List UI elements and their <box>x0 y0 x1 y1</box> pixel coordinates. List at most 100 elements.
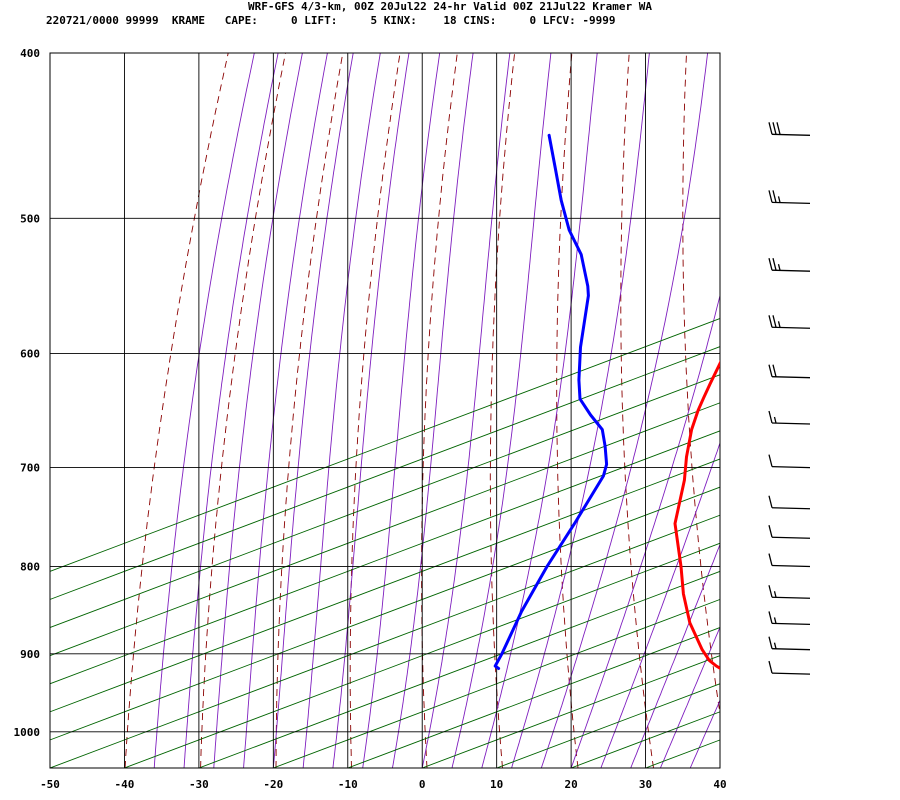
y-tick-label: 700 <box>20 462 40 475</box>
wind-barb <box>768 525 811 539</box>
x-tick-label: 40 <box>713 778 726 791</box>
moist-adiabat-line <box>570 293 720 768</box>
moist-adiabat-line <box>243 53 328 768</box>
wind-barb-half-flag <box>773 591 777 598</box>
x-tick-label: -20 <box>263 778 283 791</box>
moist-adiabat-line <box>362 53 441 768</box>
y-tick-label: 600 <box>20 347 40 360</box>
moist-adiabat-line <box>481 53 598 768</box>
wind-barb <box>768 454 811 469</box>
y-tick-label: 800 <box>20 561 40 574</box>
mixing-ratio-line <box>645 739 720 768</box>
wind-barb-staff <box>771 564 811 568</box>
mixing-ratio-line <box>124 542 720 768</box>
wind-barb-flag <box>768 122 773 135</box>
wind-barb-flag <box>772 315 777 328</box>
wind-barb-half-flag <box>773 642 777 649</box>
wind-barb-flag <box>768 364 773 377</box>
moist-adiabat-line <box>659 626 720 768</box>
wind-barb-staff <box>771 201 811 205</box>
wind-barb-half-flag <box>777 321 781 328</box>
wind-barb-staff <box>771 536 811 539</box>
wind-barb-flag <box>776 122 781 135</box>
dry-adiabat-line <box>200 53 286 768</box>
wind-barb-flag <box>772 258 777 271</box>
moist-adiabat-line <box>540 53 709 768</box>
dry-adiabat-line <box>489 53 516 768</box>
wind-barb <box>768 585 811 599</box>
x-tick-label: -10 <box>338 778 358 791</box>
wind-barb <box>768 190 811 205</box>
wind-barbs <box>768 122 811 675</box>
wind-barb-staff <box>771 326 811 329</box>
wind-barb-flag <box>772 364 777 377</box>
mixing-ratio-line <box>570 711 720 768</box>
moist-adiabat-line <box>630 543 720 768</box>
wind-barb-staff <box>771 622 811 626</box>
wind-barb-flag <box>768 495 773 508</box>
moist-adiabat-line <box>391 53 474 768</box>
moist-adiabat-line <box>600 441 720 768</box>
mixing-ratio-line <box>50 486 720 741</box>
wind-barb <box>768 553 811 568</box>
grid-lines <box>49 53 721 768</box>
wind-barb-flag <box>768 585 773 598</box>
wind-barb-staff <box>771 422 811 425</box>
dry-adiabat-line <box>124 53 229 768</box>
wind-barb-staff <box>771 507 811 510</box>
mixing-ratio-line <box>50 458 720 713</box>
mixing-ratio-line <box>422 655 720 768</box>
moist-adiabat-line <box>511 53 650 768</box>
wind-barb-half-flag <box>777 196 781 203</box>
wind-barb <box>768 611 811 626</box>
wind-barb <box>768 660 811 675</box>
tick-labels: -50 -40 -30 -20 -10 0 10 20 30 40 400 500 600 700 800 9… <box>14 47 727 791</box>
x-tick-label: 30 <box>639 778 652 791</box>
dewpoint-profile <box>493 133 609 670</box>
mixing-ratio-line <box>50 318 720 572</box>
temperature-profile <box>673 360 720 670</box>
moist-adiabat-line <box>689 699 720 768</box>
moist-adiabat-line <box>332 53 410 768</box>
wind-barb-staff <box>771 376 811 379</box>
wind-barb-half-flag <box>777 264 781 271</box>
wind-barb-flag <box>768 315 773 328</box>
wind-barb <box>768 636 811 651</box>
background-lines <box>50 44 880 768</box>
moist-adiabat-line <box>153 53 255 768</box>
wind-barb-staff <box>771 465 811 469</box>
x-tick-label: 0 <box>419 778 426 791</box>
mixing-ratio-line <box>273 598 720 768</box>
dry-adiabat-line <box>349 53 401 768</box>
mixing-ratio-line <box>347 627 720 768</box>
moist-adiabat-line <box>451 53 552 768</box>
wind-barb-half-flag <box>773 416 777 424</box>
wind-barb-staff <box>771 596 811 599</box>
wind-barb-flag <box>768 611 773 624</box>
dry-adiabat-line <box>801 44 880 768</box>
sounding-indices: 220721/0000 99999 KRAME CAPE: 0 LIFT: 5 … <box>46 14 616 27</box>
mixing-ratio-line <box>50 374 720 629</box>
wind-barb-flag <box>768 410 773 424</box>
mixing-ratio-line <box>198 570 720 768</box>
moist-adiabat-line <box>272 53 354 768</box>
moist-adiabat-line <box>302 53 381 768</box>
chart-title: WRF-GFS 4/3-km, 00Z 20Jul22 24-hr Valid … <box>248 0 652 13</box>
x-tick-label: -40 <box>115 778 135 791</box>
dry-adiabat-line <box>421 53 458 768</box>
wind-barb <box>768 122 811 136</box>
wind-barb <box>768 495 811 510</box>
dry-adiabat-line <box>682 53 720 716</box>
wind-barb-half-flag <box>773 617 777 624</box>
moist-adiabat-line <box>183 53 279 768</box>
wind-barb-flag <box>772 190 777 203</box>
x-tick-label: 10 <box>490 778 503 791</box>
dry-adiabat-line <box>620 53 654 768</box>
wind-barb-flag <box>768 553 773 566</box>
wind-barb-flag <box>768 660 773 674</box>
wind-barb-flag <box>768 258 773 271</box>
profile-lines <box>493 133 720 670</box>
plot-frame <box>49 52 721 769</box>
moist-adiabat-line <box>421 53 511 768</box>
